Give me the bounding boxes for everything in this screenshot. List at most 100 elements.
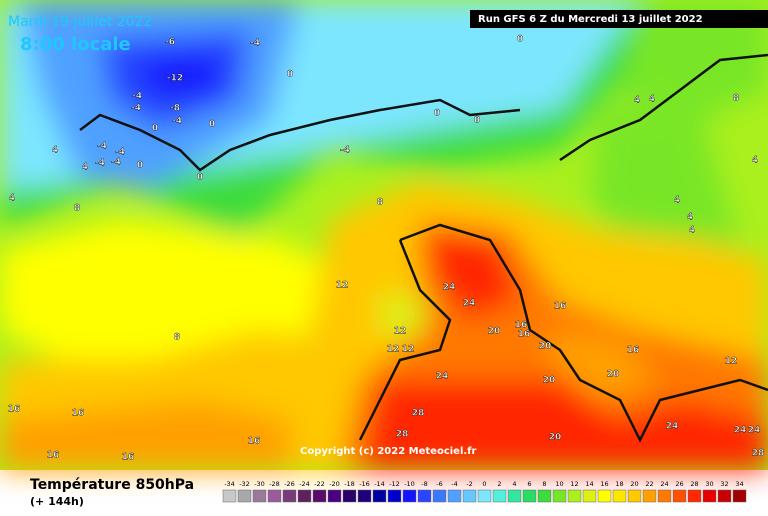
contour-label: 20 — [549, 433, 562, 443]
contour-label: -4 — [250, 39, 260, 49]
scale-tick-label: -14 — [374, 480, 385, 488]
scale-swatch — [672, 489, 687, 503]
contour-label: -4 — [95, 159, 105, 169]
contour-label: 16 — [8, 405, 21, 415]
scale-swatch — [687, 489, 702, 503]
contour-label: 20 — [488, 327, 501, 337]
contour-label: 16 — [248, 437, 261, 447]
contour-label: 8 — [377, 198, 383, 208]
scale-tick-label: -24 — [299, 480, 310, 488]
scale-swatch — [417, 489, 432, 503]
scale-tick-label: 14 — [585, 480, 593, 488]
contour-label: 24 — [463, 299, 476, 309]
scale-tick-label: 10 — [555, 480, 563, 488]
contour-label: 20 — [543, 376, 556, 386]
scale-tick-label: 22 — [645, 480, 653, 488]
coastlines — [79, 53, 768, 443]
scale-swatch — [522, 489, 537, 503]
contour-label: 24 — [666, 422, 679, 432]
contour-label: 0 — [209, 120, 215, 130]
contour-label: 12 — [387, 345, 400, 355]
scale-swatch — [567, 489, 582, 503]
scale-swatch — [717, 489, 732, 503]
contour-label: 4 — [634, 96, 640, 106]
scale-swatch — [327, 489, 342, 503]
scale-tick-label: 6 — [527, 480, 531, 488]
contour-label: -4 — [111, 158, 121, 168]
contour-label: 12 — [394, 327, 407, 337]
scale-tick-label: 4 — [512, 480, 516, 488]
contour-label: -4 — [97, 142, 107, 152]
scale-tick-label: 26 — [675, 480, 683, 488]
contour-label: 0 — [517, 35, 523, 45]
scale-swatch — [552, 489, 567, 503]
contour-label: 0 — [287, 70, 293, 80]
contour-label: 16 — [627, 346, 640, 356]
scale-swatch — [657, 489, 672, 503]
scale-swatch — [237, 489, 252, 503]
contour-label: -12 — [167, 74, 183, 84]
contour-label: -6 — [165, 38, 175, 48]
scale-tick-label: 30 — [705, 480, 713, 488]
scale-swatch — [297, 489, 312, 503]
contour-label: 0 — [434, 109, 440, 119]
scale-swatch — [267, 489, 282, 503]
contour-label: 4 — [752, 156, 758, 166]
scale-swatch — [582, 489, 597, 503]
scale-swatch — [612, 489, 627, 503]
contour-label: 4 — [9, 194, 15, 204]
scale-swatch — [312, 489, 327, 503]
contour-label: 16 — [515, 321, 528, 331]
scale-tick-label: -6 — [436, 480, 442, 488]
scale-tick-label: -18 — [344, 480, 355, 488]
contour-label: 28 — [412, 409, 425, 419]
scale-tick-label: -10 — [404, 480, 415, 488]
scale-swatch — [357, 489, 372, 503]
scale-tick-label: -30 — [254, 480, 265, 488]
scale-swatch — [387, 489, 402, 503]
contour-label: 8 — [74, 204, 80, 214]
contour-label: 4 — [82, 163, 88, 173]
scale-swatch — [627, 489, 642, 503]
contour-label: 4 — [687, 213, 693, 223]
scale-tick-label: -22 — [314, 480, 325, 488]
scale-tick-label: 32 — [720, 480, 728, 488]
scale-tick-label: 2 — [497, 480, 501, 488]
scale-tick-label: -28 — [269, 480, 280, 488]
contour-label: 0 — [137, 161, 143, 171]
contour-label: 28 — [752, 449, 765, 459]
contour-label: 24 — [443, 283, 456, 293]
contour-label: 16 — [47, 451, 60, 461]
scale-swatch — [537, 489, 552, 503]
contour-label: 8 — [733, 94, 739, 104]
scale-tick-label: -12 — [389, 480, 400, 488]
scale-tick-label: -34 — [224, 480, 235, 488]
contour-label: 28 — [396, 430, 409, 440]
scale-swatch — [492, 489, 507, 503]
contour-label: 24 — [748, 426, 761, 436]
footer-lead: (+ 144h) — [30, 495, 84, 508]
scale-swatch — [642, 489, 657, 503]
scale-swatch — [432, 489, 447, 503]
scale-swatch — [282, 489, 297, 503]
scale-swatch — [222, 489, 237, 503]
temperature-field — [0, 0, 768, 470]
scale-tick-label: -2 — [466, 480, 472, 488]
scale-tick-label: 18 — [615, 480, 623, 488]
contour-label: 0 — [152, 124, 158, 134]
date-label: Mardi 19 juillet 2022 — [8, 14, 152, 30]
scale-tick-label: -20 — [329, 480, 340, 488]
run-banner — [470, 10, 768, 28]
scale-tick-label: 0 — [482, 480, 486, 488]
contour-label: 4 — [52, 146, 58, 156]
contour-label: 12 — [725, 357, 738, 367]
copyright: Copyright (c) 2022 Meteociel.fr — [300, 446, 477, 457]
scale-swatch — [507, 489, 522, 503]
scale-swatch — [462, 489, 477, 503]
scale-swatch — [477, 489, 492, 503]
contour-label: 12 — [402, 345, 415, 355]
contour-label: 20 — [539, 342, 552, 352]
contour-label: -8 — [170, 104, 180, 114]
